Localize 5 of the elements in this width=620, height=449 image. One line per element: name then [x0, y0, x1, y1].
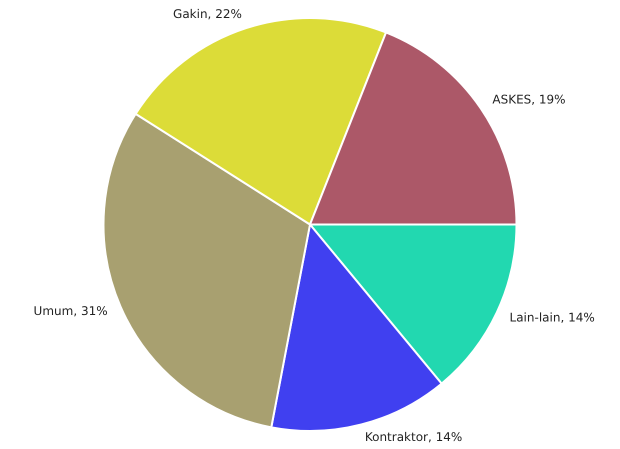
slice-label: ASKES, 19% — [492, 92, 566, 107]
slice-label: Lain-lain, 14% — [510, 310, 595, 325]
slice-label: Kontraktor, 14% — [364, 430, 462, 444]
slice-label: Umum, 31% — [34, 304, 108, 318]
slice-label: Gakin, 22% — [173, 6, 242, 21]
